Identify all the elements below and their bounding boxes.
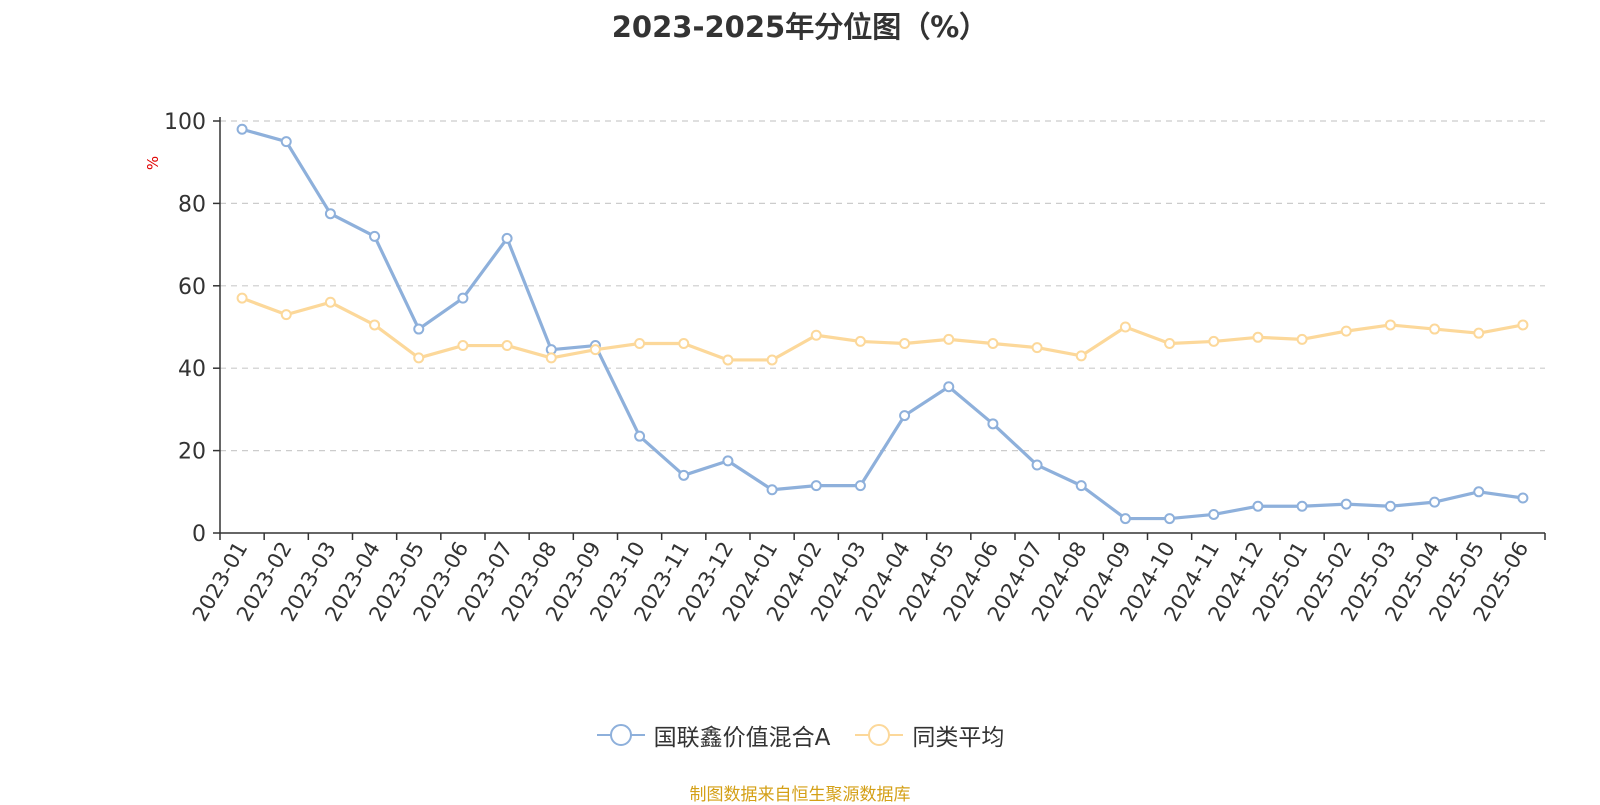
data-point xyxy=(369,319,381,331)
data-point xyxy=(545,352,557,364)
data-point xyxy=(722,455,734,467)
data-point xyxy=(1340,325,1352,337)
data-point xyxy=(1075,350,1087,362)
legend-marker-circle xyxy=(609,724,632,746)
data-point xyxy=(766,484,778,496)
legend: 国联鑫价值混合A 同类平均 xyxy=(0,718,1600,752)
data-point xyxy=(1075,480,1087,492)
data-point xyxy=(810,329,822,341)
data-point xyxy=(899,337,911,349)
axis-layer: 0204060801002023-012023-022023-032023-04… xyxy=(164,110,1546,625)
data-point xyxy=(1429,496,1441,508)
data-point xyxy=(943,333,955,345)
source-note: 制图数据来自恒生聚源数据库 xyxy=(689,785,911,805)
chart-title: 2023-2025年分位图（%） xyxy=(611,10,989,44)
legend-item[interactable]: 国联鑫价值混合A xyxy=(596,718,831,752)
data-point xyxy=(1031,459,1043,471)
data-point xyxy=(1473,486,1485,498)
data-point xyxy=(854,335,866,347)
data-point xyxy=(501,340,513,352)
grid-layer xyxy=(220,120,1545,452)
data-point xyxy=(1119,513,1131,525)
data-point xyxy=(722,354,734,366)
data-point xyxy=(369,230,381,242)
data-point xyxy=(899,410,911,422)
legend-item[interactable]: 同类平均 xyxy=(854,718,1004,752)
data-point xyxy=(1384,319,1396,331)
y-tick-label: 100 xyxy=(164,110,206,135)
data-point xyxy=(413,323,425,335)
data-point xyxy=(236,123,248,135)
data-point xyxy=(943,381,955,393)
data-point xyxy=(1517,492,1529,504)
data-point xyxy=(1119,321,1131,333)
data-point xyxy=(854,480,866,492)
y-tick-label: 40 xyxy=(178,357,206,382)
data-point xyxy=(324,208,336,220)
data-point xyxy=(1252,331,1264,343)
data-point xyxy=(987,337,999,349)
data-point xyxy=(1517,319,1529,331)
data-point xyxy=(678,469,690,481)
data-point xyxy=(1340,498,1352,510)
y-axis-label: % xyxy=(144,156,162,170)
data-point xyxy=(413,352,425,364)
series-line xyxy=(240,127,1525,521)
data-point xyxy=(634,337,646,349)
data-point xyxy=(1384,500,1396,512)
data-point xyxy=(634,430,646,442)
data-point xyxy=(766,354,778,366)
data-point xyxy=(1164,337,1176,349)
data-point xyxy=(1208,508,1220,520)
data-point xyxy=(280,309,292,321)
y-tick-label: 60 xyxy=(178,275,206,300)
legend-label: 同类平均 xyxy=(912,725,1005,751)
legend-marker-icon xyxy=(855,724,904,746)
data-point xyxy=(1473,327,1485,339)
legend-label: 国联鑫价值混合A xyxy=(653,725,831,751)
data-point xyxy=(501,232,513,244)
data-point xyxy=(324,296,336,308)
data-point xyxy=(1164,513,1176,525)
y-tick-label: 0 xyxy=(192,522,206,547)
data-point xyxy=(589,344,601,356)
y-tick-label: 20 xyxy=(178,440,206,465)
data-point xyxy=(810,480,822,492)
data-point xyxy=(457,292,469,304)
data-point xyxy=(236,292,248,304)
data-point xyxy=(1296,333,1308,345)
data-point xyxy=(1252,500,1264,512)
y-tick-label: 80 xyxy=(178,192,206,217)
series-layer xyxy=(236,123,1529,525)
data-point xyxy=(1296,500,1308,512)
data-point xyxy=(987,418,999,430)
data-point xyxy=(1208,335,1220,347)
data-point xyxy=(1031,342,1043,354)
data-point xyxy=(1429,323,1441,335)
data-point xyxy=(678,337,690,349)
data-point xyxy=(280,136,292,148)
data-point xyxy=(457,340,469,352)
legend-marker-icon xyxy=(596,724,645,746)
series-line xyxy=(240,296,1525,362)
legend-marker-circle xyxy=(868,724,891,746)
